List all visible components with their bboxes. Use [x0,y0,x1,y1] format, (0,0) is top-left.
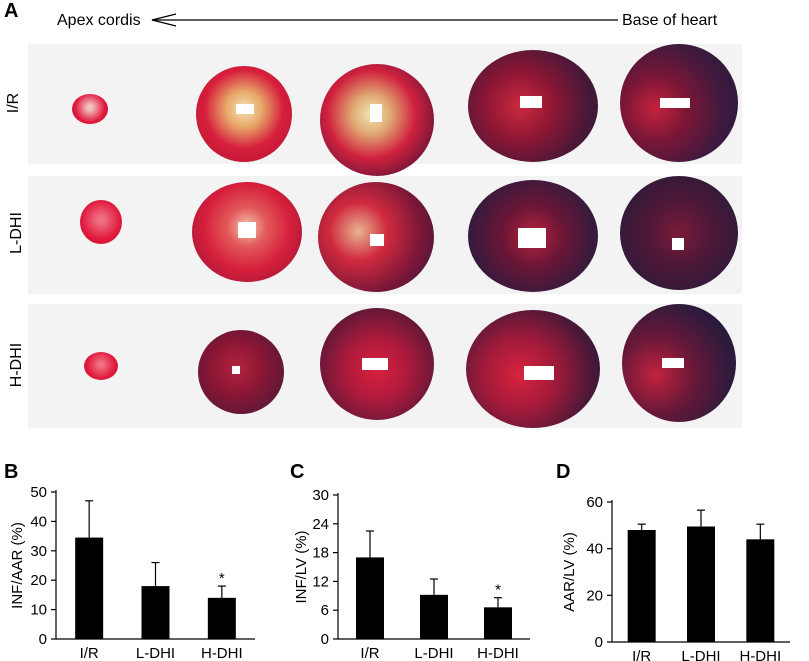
chart-c-y-tick-label: 24 [312,516,329,533]
bar-charts: B 0 10 20 30 40 50 INF/AAR (%) I/R L-DHI * H-DHI C 0 6… [4,461,790,661]
chart-d-panel-letter: D [556,461,570,483]
chart-b-x-tick-label: L-DHI [136,645,175,661]
lumen [370,104,382,122]
lumen [660,98,690,108]
apex-base-arrow [151,13,618,27]
chart-d-y-tick-label: 40 [586,541,603,558]
heart-slice [196,66,292,162]
lumen [524,366,554,380]
base-of-heart-label: Base of heart [622,12,718,29]
chart-b-bar [141,586,170,639]
chart-c-y-tick-label: 18 [312,545,329,562]
heart-slice [468,50,598,162]
heart-slice [198,330,284,414]
chart-b-panel-letter: B [4,461,18,483]
chart-d-y-tick-label: 0 [595,634,603,651]
chart-d-bar [627,530,656,642]
slice-row-h-dhi [28,304,742,428]
heart-slice [72,94,108,124]
slice-row-l-dhi [28,176,742,294]
chart-c-bar [356,557,384,639]
apex-cordis-label: Apex cordis [57,12,141,29]
chart-d-y-axis-label: AAR/LV (%) [561,532,578,612]
chart-c-y-tick-label: 6 [321,602,329,619]
row-label-l-dhi: L-DHI [8,212,25,254]
chart-c-y-axis-label: INF/LV (%) [293,530,310,603]
chart-c-bar [484,607,512,639]
chart-d-x-tick-label: H-DHI [739,648,781,661]
chart-c-x-tick-label: L-DHI [414,645,453,661]
heart-slice [468,180,598,292]
panel-a-letter: A [4,0,19,22]
chart-b-y-axis-label: INF/AAR (%) [9,522,26,609]
chart-c-y-tick-label: 0 [321,631,329,648]
lumen [236,104,254,114]
chart-b-x-tick-label: I/R [80,645,99,661]
lumen [518,228,546,248]
chart-d-x-tick-label: L-DHI [681,648,720,661]
lumen [520,96,542,108]
chart-c-x-tick-label: I/R [360,645,379,661]
chart-c-x-tick-label: H-DHI [477,645,519,661]
lumen [662,358,684,368]
lumen [362,358,388,370]
lumen [370,234,384,246]
heart-slice [620,44,738,162]
chart-c-y-tick-label: 12 [312,573,329,590]
heart-slice [84,352,118,380]
chart-d-y-tick-label: 60 [586,494,603,511]
chart-b-bar [207,597,236,639]
lumen [238,222,256,238]
chart-c-bar [420,594,448,639]
chart-b-y-tick-label: 10 [30,602,47,619]
heart-slice [320,64,434,176]
row-label-h-dhi: H-DHI [8,342,25,388]
chart-b-y-tick-label: 50 [30,484,47,501]
chart-c-panel-letter: C [290,461,304,483]
chart-d-y-tick-label: 20 [586,587,603,604]
chart-d-x-tick-label: I/R [632,648,651,661]
chart-b-x-tick-label: H-DHI [201,645,243,661]
row-label-ir: I/R [5,92,22,114]
chart-d-bar [746,539,775,642]
heart-slice [466,310,600,428]
chart-b-y-tick-label: 20 [30,572,47,589]
heart-slice [622,304,736,422]
chart-b-y-tick-label: 0 [39,631,47,648]
chart-c-significance-star: * [495,582,501,599]
lumen [672,238,684,250]
slice-row-ir [28,44,742,176]
heart-slice [318,182,434,292]
chart-d-bar [687,526,715,642]
lumen [232,366,240,374]
chart-b-significance-star: * [219,570,225,587]
heart-slice [80,200,122,244]
chart-b-y-tick-label: 40 [30,513,47,530]
chart-c-y-tick-label: 30 [312,487,329,504]
heart-slice [620,176,738,290]
heart-slice [320,308,434,420]
heart-slice [192,182,302,282]
chart-b-y-tick-label: 30 [30,543,47,560]
chart-b-bar [75,537,104,639]
